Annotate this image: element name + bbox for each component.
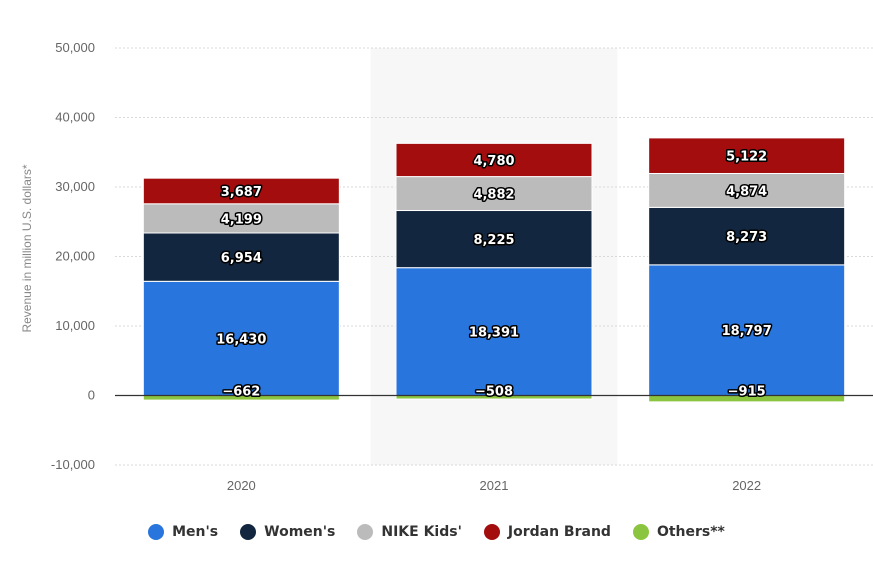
x-tick-label: 2022 <box>732 478 761 493</box>
y-tick-label: -10,000 <box>51 457 95 472</box>
bar-segment <box>648 206 846 266</box>
x-tick-label: 2020 <box>227 478 256 493</box>
data-label: 5,122 <box>726 150 767 165</box>
stacked-bar-chart: -10,000 0 10,000 20,000 30,000 40,000 50,000 R… <box>20 40 873 493</box>
data-label: 18,797 <box>722 324 772 339</box>
data-label: 4,780 <box>473 154 514 169</box>
y-axis-label: Revenue in million U.S. dollars* <box>20 164 34 332</box>
legend-swatch <box>240 524 257 540</box>
legend-label: Men's <box>172 524 219 540</box>
legend-label: Others** <box>656 524 725 540</box>
data-label: 18,391 <box>469 326 519 341</box>
y-tick-label: 20,000 <box>55 249 95 264</box>
legend-swatch <box>148 524 165 540</box>
legend-label: NIKE Kids' <box>381 524 462 540</box>
y-tick-label: 0 <box>88 388 95 403</box>
data-label: −915 <box>728 385 766 400</box>
data-label: 6,954 <box>221 251 262 266</box>
y-tick-label: 10,000 <box>55 318 95 333</box>
legend-swatch <box>357 524 374 540</box>
x-tick-label: 2021 <box>480 478 509 493</box>
data-label: −662 <box>222 385 260 400</box>
data-label: 16,430 <box>216 332 266 347</box>
data-label: 8,273 <box>726 230 767 245</box>
legend-label: Women's <box>264 524 336 540</box>
bars <box>142 137 846 403</box>
bar-segment <box>395 142 593 178</box>
legend-item[interactable]: Others** <box>632 524 725 540</box>
data-label: 4,874 <box>726 184 767 199</box>
legend-label: Jordan Brand <box>507 524 611 540</box>
legend-item[interactable]: Men's <box>148 524 218 540</box>
data-label: 3,687 <box>221 185 262 200</box>
data-label: 4,199 <box>221 212 262 227</box>
y-tick-label: 50,000 <box>55 40 95 55</box>
y-tick-label: 40,000 <box>55 110 95 125</box>
bar-segment <box>395 176 593 212</box>
legend-item[interactable]: Jordan Brand <box>483 524 611 540</box>
x-axis-ticks: 2020 2021 2022 <box>227 478 761 493</box>
bar-segment <box>142 280 340 396</box>
y-tick-label: 30,000 <box>55 179 95 194</box>
legend: Men's Women's NIKE Kids' Jordan Brand Others… <box>0 524 873 540</box>
bar-segment <box>395 210 593 269</box>
legend-swatch <box>632 524 649 540</box>
bar-segment <box>648 172 846 208</box>
data-labels: 16,430 6,954 4,199 3,687 −662 18,391 8,225 4,88… <box>215 148 774 401</box>
legend-swatch <box>483 524 500 540</box>
data-label: −508 <box>475 385 513 400</box>
y-axis-ticks: -10,000 0 10,000 20,000 30,000 40,000 50,000 <box>51 40 95 472</box>
legend-item[interactable]: NIKE Kids' <box>357 524 462 540</box>
bar-segment <box>142 177 340 205</box>
legend-item[interactable]: Women's <box>240 524 335 540</box>
data-label: 8,225 <box>473 233 514 248</box>
bar-segment <box>142 203 340 234</box>
data-label: 4,882 <box>473 188 514 203</box>
bar-segment <box>648 137 846 174</box>
